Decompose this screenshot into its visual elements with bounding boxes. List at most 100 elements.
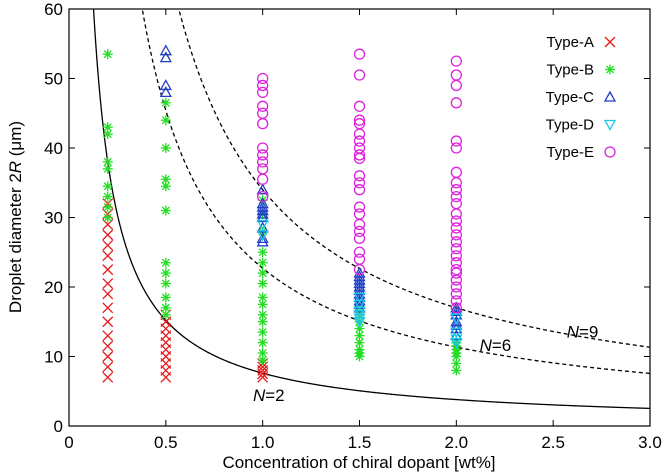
point-Type-B [257, 247, 268, 258]
point-Type-B [257, 327, 268, 338]
point-Type-E [257, 72, 269, 85]
point-Type-D [353, 306, 366, 318]
x-tick-label: 0 [64, 433, 73, 452]
point-Type-B [257, 348, 268, 359]
point-Type-B [160, 257, 171, 268]
point-Type-E [257, 86, 269, 99]
point-Type-D [256, 230, 269, 242]
point-Type-A [102, 239, 114, 251]
y-tick-label: 10 [44, 348, 63, 367]
point-Type-B [102, 191, 113, 202]
point-Type-E [450, 281, 462, 293]
point-Type-B [160, 292, 171, 303]
point-Type-C [256, 211, 269, 223]
legend-label-Type-A: Type-A [546, 34, 594, 51]
point-Type-E [353, 149, 366, 161]
point-Type-E [353, 218, 366, 231]
point-Type-E [450, 215, 462, 227]
point-Type-E [257, 107, 269, 119]
point-Type-B [257, 292, 268, 303]
point-Type-E [450, 257, 462, 269]
point-Type-E [450, 55, 462, 67]
point-Type-E [450, 197, 462, 210]
point-Type-B [102, 49, 113, 60]
point-Type-E [257, 118, 269, 130]
point-Type-C [353, 266, 366, 278]
y-tick-label: 60 [44, 0, 63, 19]
point-Type-A [102, 330, 114, 342]
point-Type-E [450, 243, 462, 255]
point-Type-A [102, 288, 114, 300]
point-Type-E [450, 229, 462, 241]
point-Type-C [256, 232, 269, 244]
curve-N=6 [141, 9, 650, 375]
point-Type-E [257, 190, 269, 203]
point-Type-E [353, 253, 366, 265]
series-Type-B [102, 49, 462, 376]
curve-N=9 [178, 9, 650, 348]
point-Type-E [353, 225, 366, 238]
point-Type-B [257, 337, 268, 348]
y-tick-label: 30 [44, 209, 63, 228]
point-Type-C [256, 207, 269, 219]
point-Type-E [450, 302, 462, 314]
curve-N=2 [92, 9, 650, 410]
point-Type-E [257, 156, 269, 168]
point-Type-B [257, 257, 268, 268]
point-Type-E [257, 79, 269, 92]
point-Type-E [257, 142, 269, 154]
legend-marker-Type-A [604, 36, 616, 48]
point-Type-C [256, 183, 269, 195]
point-Type-E [450, 236, 462, 248]
legend-marker-Type-B [605, 64, 615, 75]
point-Type-C [256, 200, 269, 212]
point-Type-C [159, 51, 172, 63]
point-Type-E [353, 69, 366, 81]
point-Type-B [160, 268, 171, 279]
point-Type-E [353, 142, 366, 154]
y-tick-label: 50 [44, 70, 63, 89]
point-Type-C [450, 304, 463, 316]
point-Type-E [353, 128, 366, 140]
y-tick-label: 20 [44, 278, 63, 297]
point-Type-E [450, 135, 462, 147]
point-Type-E [257, 100, 269, 112]
point-Type-D [353, 313, 366, 325]
x-tick-label: 2.0 [445, 433, 469, 452]
point-Type-C [353, 284, 366, 296]
point-Type-B [102, 181, 113, 192]
point-Type-B [257, 309, 268, 320]
point-Type-D [353, 310, 366, 322]
point-Type-B [102, 122, 113, 133]
point-Type-C [450, 318, 463, 330]
legend-label-Type-E: Type-E [546, 144, 594, 161]
point-Type-E [353, 184, 366, 196]
point-Type-E [353, 246, 366, 258]
curve-label-N=6: N=6 [480, 336, 512, 355]
point-Type-E [353, 263, 366, 276]
y-axis-title: Droplet diameter 2R (μm) [6, 121, 25, 313]
point-Type-A [102, 351, 114, 362]
series-Type-C [159, 44, 463, 341]
point-Type-A [102, 250, 114, 262]
point-Type-E [450, 166, 462, 178]
point-Type-E [353, 100, 366, 112]
curve-labels: N=2 N=6 N=9 [253, 323, 598, 405]
point-Type-C [353, 273, 366, 285]
point-Type-A [102, 264, 114, 276]
point-Type-E [450, 190, 462, 203]
point-Type-A [102, 229, 114, 241]
legend-label-Type-C: Type-C [546, 89, 595, 106]
point-Type-C [159, 79, 172, 91]
point-Type-E [450, 97, 462, 109]
point-Type-B [160, 174, 171, 185]
x-tick-label: 0.5 [154, 433, 178, 452]
point-Type-E [353, 170, 366, 182]
x-tick-label: 1.0 [251, 433, 275, 452]
point-Type-E [353, 201, 366, 213]
point-Type-A [102, 361, 114, 373]
point-Type-B [160, 115, 171, 126]
point-Type-C [353, 280, 366, 292]
point-Type-C [159, 86, 172, 98]
